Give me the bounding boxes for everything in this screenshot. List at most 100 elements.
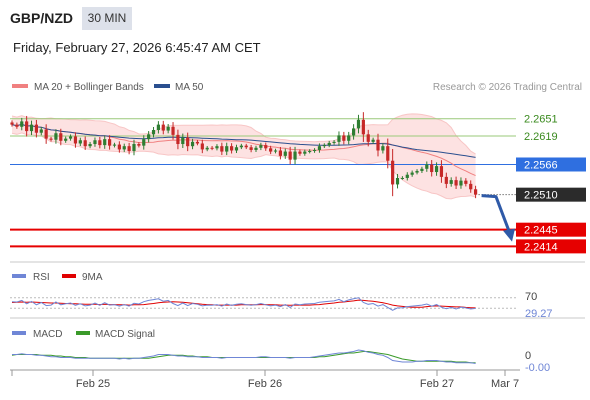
candle-body <box>264 145 268 149</box>
candle-body <box>371 139 375 142</box>
candle-body <box>59 133 63 141</box>
pivot-tag <box>516 157 586 172</box>
candle-body <box>234 147 239 151</box>
legend-macd-signal-swatch <box>76 331 90 335</box>
candle-body <box>337 135 341 142</box>
candle-body <box>166 126 170 131</box>
candle-body <box>434 166 439 173</box>
copyright-text: Research © 2026 Trading Central <box>433 82 582 93</box>
candle-body <box>361 119 365 135</box>
legend-ma20-label: MA 20 + Bollinger Bands <box>34 82 144 93</box>
candle-body <box>254 147 258 150</box>
candle-body <box>151 130 156 135</box>
candle-body <box>352 128 356 136</box>
candle-body <box>312 149 317 152</box>
legend-macd-swatch <box>12 331 26 335</box>
legend-ma50-swatch <box>154 84 170 88</box>
x-tick-label: Feb 27 <box>420 378 454 390</box>
candle-body <box>103 139 107 146</box>
candle-body <box>356 119 361 129</box>
candle-body <box>200 143 204 150</box>
candle-body <box>215 146 219 149</box>
candle-body <box>68 136 73 139</box>
candle-body <box>327 142 331 146</box>
macd-zero-label: 0 <box>525 350 531 362</box>
x-tick-label: Feb 26 <box>248 378 282 390</box>
candle-body <box>190 141 195 147</box>
support-label: 2.2414 <box>524 241 558 253</box>
candle-body <box>83 140 87 147</box>
candle-body <box>39 129 43 133</box>
rsi-ma-line <box>11 299 476 309</box>
candle-body <box>342 135 346 141</box>
candle-body <box>29 124 34 132</box>
candle-body <box>112 144 117 146</box>
candle-body <box>395 177 400 185</box>
candle-body <box>54 133 58 140</box>
candle-body <box>400 177 404 179</box>
candle-body <box>25 121 29 132</box>
candle-body <box>249 147 253 150</box>
legend-ma50-label: MA 50 <box>175 82 204 93</box>
macd-line <box>12 349 476 364</box>
candle-body <box>64 138 68 141</box>
candle-body <box>278 150 282 156</box>
x-tick-label: Mar 7 <box>491 378 519 390</box>
candle-body <box>195 141 200 144</box>
candle-body <box>259 145 263 148</box>
bollinger-upper-line <box>11 113 476 155</box>
legend-rsi-ma-label: 9MA <box>82 272 103 283</box>
candle-body <box>230 146 234 151</box>
candle-body <box>78 140 82 144</box>
candle-body <box>391 160 395 185</box>
candle-body <box>161 124 165 131</box>
candle-body <box>420 168 424 171</box>
candle-body <box>34 124 38 133</box>
legend-ma20-swatch <box>12 84 28 88</box>
candle-body <box>293 151 297 160</box>
candle-body <box>410 172 414 175</box>
candle-body <box>303 151 307 154</box>
candle-body <box>464 180 468 184</box>
legend-macd-label: MACD <box>33 329 62 340</box>
candle-body <box>376 139 380 151</box>
candle-body <box>308 151 312 153</box>
candle-body <box>20 121 24 127</box>
candle-body <box>244 145 248 148</box>
candle-body <box>44 129 48 139</box>
candle-body <box>415 170 419 173</box>
candle-body <box>205 147 209 150</box>
candle-body <box>273 150 278 152</box>
resistance-label: 2.2619 <box>524 131 558 143</box>
candle-body <box>474 189 478 195</box>
candle-body <box>459 180 463 186</box>
candle-body <box>454 180 458 186</box>
candle-body <box>142 139 146 146</box>
legend-rsi-ma-swatch <box>62 274 76 278</box>
candle-body <box>147 134 151 140</box>
candle-body <box>186 137 190 147</box>
candle-body <box>210 147 214 149</box>
candle-body <box>449 180 453 184</box>
support-tag <box>516 239 586 254</box>
candle-body <box>283 151 287 156</box>
candle-body <box>381 146 385 151</box>
candle-body <box>239 145 243 148</box>
candle-body <box>366 134 370 142</box>
candle-body <box>322 145 326 147</box>
resistance-label: 2.2651 <box>524 114 558 126</box>
bollinger-lower-line <box>11 132 476 200</box>
macd-value-label: -0.00 <box>525 362 550 374</box>
x-tick-label: Feb 25 <box>76 378 110 390</box>
candle-body <box>405 174 409 178</box>
chart-datetime: Friday, February 27, 2026 6:45:47 AM CET <box>13 40 261 55</box>
candle-body <box>73 136 78 144</box>
candle-body <box>171 126 175 135</box>
candle-body <box>317 146 322 150</box>
legend-rsi-label: RSI <box>33 272 50 283</box>
forecast-arrow-head <box>503 228 515 242</box>
timeframe-badge[interactable]: 30 MIN <box>82 7 132 30</box>
last-price-label: 2.2510 <box>524 190 558 202</box>
rsi-line <box>11 297 476 311</box>
